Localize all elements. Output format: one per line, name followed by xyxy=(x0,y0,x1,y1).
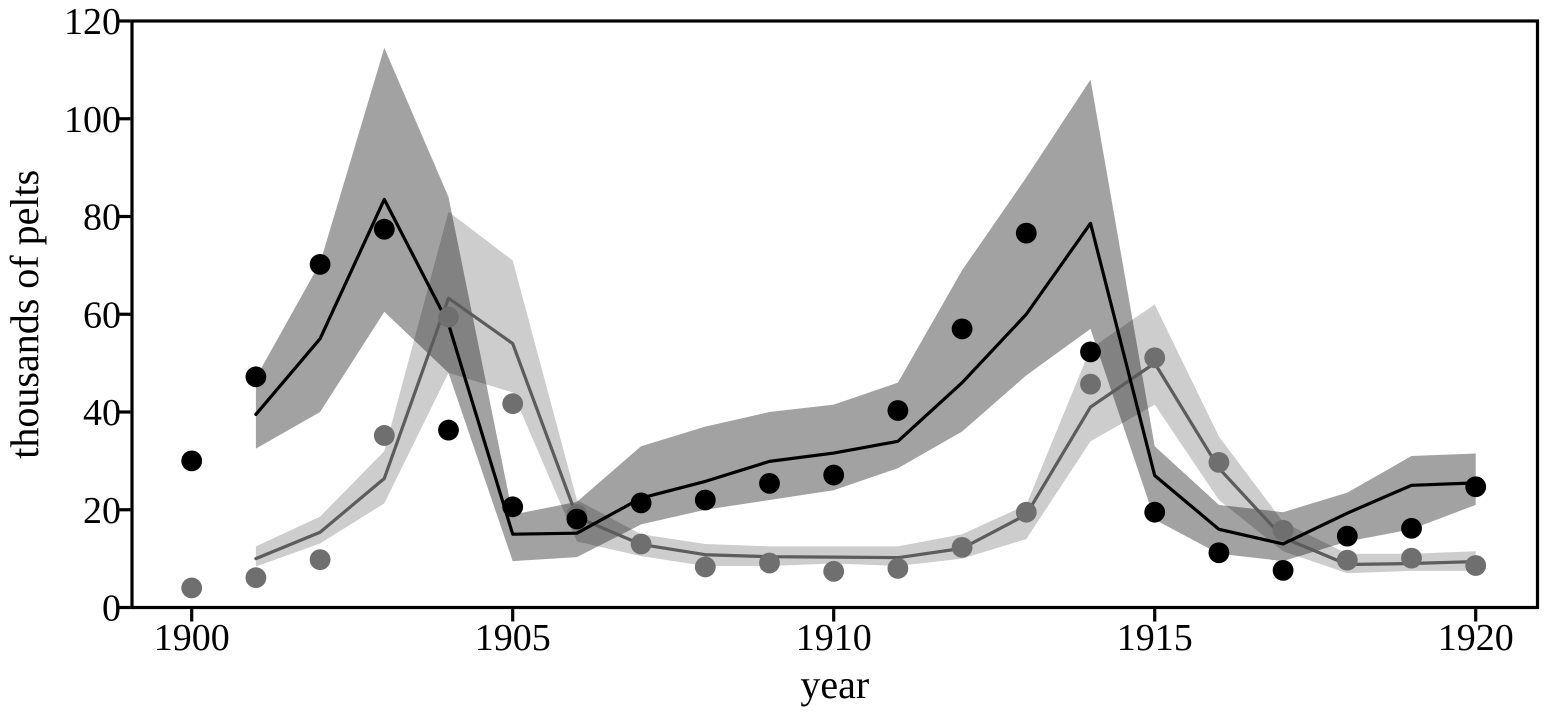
y-tick-label: 60 xyxy=(83,294,121,336)
hare-observed-point xyxy=(438,419,459,441)
hare-observed-point xyxy=(823,464,845,486)
hare-observed-point xyxy=(759,472,780,494)
hare-model-mean xyxy=(254,197,1478,546)
lynx-observed-point xyxy=(502,393,524,415)
x-tick-label: 1920 xyxy=(1438,617,1514,659)
x-axis-label: year xyxy=(800,662,869,707)
lynx-observed-point xyxy=(1080,373,1101,395)
lynx-observed-point xyxy=(1401,547,1422,569)
y-tick-label: 120 xyxy=(64,1,121,43)
hare-observed-point xyxy=(630,492,652,514)
lynx-observed-point xyxy=(1208,451,1230,473)
y-tick-label: 40 xyxy=(83,392,121,434)
lynx-observed-point xyxy=(373,425,395,446)
lynx-observed-point xyxy=(951,536,973,558)
hare-observed-point xyxy=(245,366,267,388)
hare-observed-point xyxy=(1336,525,1358,547)
lynx-observed-point xyxy=(438,306,459,328)
y-axis-label: thousands of pelts xyxy=(2,170,47,459)
plot-frame xyxy=(130,19,1540,610)
lynx-observed-point xyxy=(1465,555,1487,576)
lynx-observed-point xyxy=(630,533,652,555)
lynx-observed-point xyxy=(887,558,909,579)
hare-observed-point xyxy=(373,218,395,240)
hare-observed-point xyxy=(502,496,524,518)
hare-observed-point xyxy=(309,253,331,275)
lynx-observed-point xyxy=(1144,347,1166,369)
y-tick-label: 80 xyxy=(83,197,121,239)
hare-observed-point xyxy=(566,508,588,530)
y-tick-label: 0 xyxy=(102,588,121,630)
y-tick-label: 20 xyxy=(83,490,121,532)
hare-observed-point xyxy=(1208,542,1230,564)
hare-observed-point xyxy=(1272,559,1294,581)
hare-observed-point xyxy=(1015,222,1037,244)
lynx-observed-point xyxy=(694,556,716,578)
lynx-observed-point xyxy=(1272,519,1294,541)
hare-observed-point xyxy=(887,400,909,421)
x-tick-label: 1905 xyxy=(475,617,551,659)
lynx-observed-point xyxy=(309,549,331,571)
lynx-observed-point xyxy=(181,577,203,599)
lynx-observed-point xyxy=(759,552,780,574)
lynx-observed-point xyxy=(823,560,845,582)
hare-observed-point xyxy=(1144,501,1166,523)
hare-observed-point xyxy=(1465,476,1487,498)
x-tick-label: 1900 xyxy=(154,617,230,659)
hare-observed-point xyxy=(181,450,203,472)
lynx-observed-point xyxy=(245,567,267,589)
lynx-observed-point xyxy=(1015,501,1037,523)
lynx-observed-point xyxy=(1336,549,1358,571)
lynx-model-mean xyxy=(254,296,1478,567)
x-tick-label: 1915 xyxy=(1117,617,1193,659)
hare-observed-point xyxy=(951,318,973,340)
x-tick-label: 1910 xyxy=(796,617,872,659)
hare-observed-point xyxy=(1080,341,1101,363)
y-tick-label: 100 xyxy=(64,99,121,141)
hare-observed-point xyxy=(694,489,716,511)
hare-observed-point xyxy=(1401,517,1422,539)
lynx-model-band xyxy=(255,211,1476,574)
